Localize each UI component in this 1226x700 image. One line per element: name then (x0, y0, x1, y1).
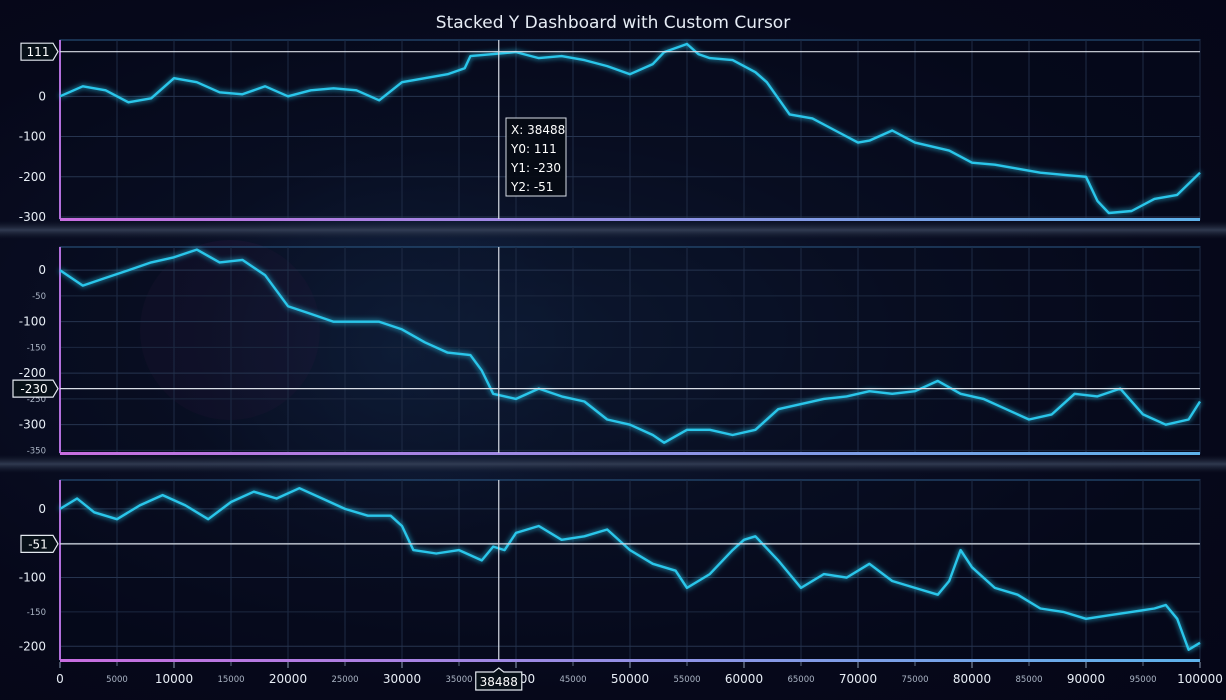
y-tick-label: -200 (19, 170, 46, 184)
x-tick-label: 0 (56, 672, 64, 686)
y-tick-label: -100 (19, 315, 46, 329)
x-tick-label-minor: 25000 (331, 675, 358, 685)
y-tick-label: -200 (19, 639, 46, 653)
y-tick-label-minor: -350 (27, 446, 46, 456)
cursor-tooltip-line: Y1: -230 (510, 161, 561, 175)
cursor-y-badge (20, 534, 59, 553)
y-tick-label-minor: -50 (32, 292, 46, 302)
series-line-y0 (59, 42, 1201, 215)
x-axis-line (60, 659, 1200, 662)
x-tick-label: 50000 (611, 672, 649, 686)
x-tick-label-minor: 5000 (106, 675, 128, 685)
y-tick-label: -100 (19, 571, 46, 585)
cursor-tooltip-line: Y2: -51 (510, 180, 553, 194)
y-tick-label: 0 (38, 89, 46, 103)
x-tick-label-minor: 85000 (1015, 675, 1042, 685)
series-line-y1 (59, 248, 1202, 444)
cursor-y-badge-label: 111 (27, 45, 50, 59)
y-tick-label: 0 (38, 502, 46, 516)
x-tick-label: 10000 (155, 672, 193, 686)
x-tick-label: 20000 (269, 672, 307, 686)
x-tick-label-minor: 65000 (787, 675, 814, 685)
x-tick-label: 30000 (383, 672, 421, 686)
x-tick-label: 100000 (1177, 672, 1223, 686)
panel-y1: 0 -100 -200 -300 -50 -150 -250 -350 (19, 246, 1202, 456)
y-tick-label-minor: -250 (27, 395, 46, 405)
cursor-y-badge-label: -230 (20, 382, 47, 396)
y-tick-label-minor: -150 (27, 343, 46, 353)
x-tick-label-minor: 95000 (1129, 675, 1156, 685)
x-tick-label-minor: 55000 (673, 675, 700, 685)
y-tick-label: -100 (19, 130, 46, 144)
cursor-y-badge (20, 42, 59, 61)
x-axis-line (60, 452, 1200, 455)
chart-title: Stacked Y Dashboard with Custom Cursor (436, 13, 790, 33)
cursor-x-badge-label: 38488 (480, 675, 518, 689)
panel-y0: 0 -100 -200 -300 (19, 39, 1201, 224)
x-tick-label: 80000 (953, 672, 991, 686)
x-tick-label-minor: 35000 (445, 675, 472, 685)
x-tick-label-minor: 75000 (901, 675, 928, 685)
x-tick-label: 70000 (839, 672, 877, 686)
cursor-tooltip-line: Y0: 111 (510, 142, 557, 156)
panel-y2: 0-100-200-50-150 (19, 479, 1201, 662)
cursor-tooltip (505, 117, 567, 197)
y-tick-label: 0 (38, 263, 46, 277)
x-tick-label-minor: 15000 (217, 675, 244, 685)
panels: 0 -100 -200 -300 0 -100 -200 -300 -50 -150 -250 -35… (19, 39, 1202, 662)
cursor-x-badge (475, 667, 523, 691)
cursor-y-badge (12, 379, 59, 398)
x-tick-label: 60000 (725, 672, 763, 686)
x-axis: 0100002000030000400005000060000700008000… (56, 662, 1223, 686)
y-tick-label: -300 (19, 210, 46, 224)
y-tick-label-minor: -150 (27, 608, 46, 618)
cursor: 111 -230 -51 38488 X: 38488 Y0: 111 Y1: -230 Y2… (12, 40, 1200, 691)
x-tick-label-minor: 45000 (559, 675, 586, 685)
x-axis-line (60, 218, 1200, 221)
background-decoration (0, 100, 1226, 600)
x-tick-label: 90000 (1067, 672, 1105, 686)
cursor-y-badge-label: -51 (28, 537, 48, 551)
y-tick-label: -300 (19, 418, 46, 432)
cursor-tooltip-line: X: 38488 (511, 123, 565, 137)
series-line-y2 (59, 487, 1201, 651)
y-tick-label: -200 (19, 366, 46, 380)
